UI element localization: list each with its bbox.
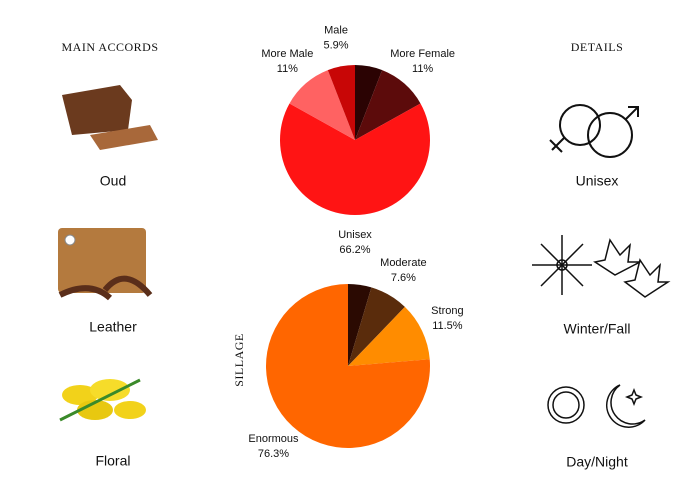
detail-label: Unisex [576,173,619,189]
pie-slice [348,287,405,366]
leather-image [58,228,153,301]
accord-label: Leather [89,319,137,335]
detail-label: Winter/Fall [564,321,631,337]
pie-slice [327,65,355,140]
pie-slice [289,70,355,140]
pie-slice [348,306,430,366]
gender-icon [549,104,639,158]
floral-image [59,378,146,422]
daynight-icon [547,384,646,428]
slice-label: Unisex [338,229,372,241]
season-icon [532,235,671,298]
slice-value: 66.2% [339,244,370,256]
pie-title: SILLAGE [232,333,246,387]
slice-label: Enormous [248,433,299,445]
slice-label: Moderate [380,257,426,269]
slice-label: Male [324,25,348,37]
detail-label: Day/Night [566,454,628,470]
slice-label: More Male [261,48,313,60]
slice-value: 11% [412,63,433,75]
accord-label: Oud [100,173,126,189]
slice-value: 11.5% [432,320,463,332]
slice-label: Strong [431,305,463,317]
slice-value: 5.9% [323,40,348,52]
details-title: DETAILS [571,40,624,54]
slice-value: 7.6% [391,272,416,284]
pie-slice [355,70,421,140]
pie-slice [265,284,430,448]
pie-slice [355,65,383,140]
slice-value: 11% [277,63,298,75]
slice-value: 76.3% [258,448,289,460]
accords-title: MAIN ACCORDS [61,40,158,54]
pie-slice [348,284,372,366]
oud-image [62,85,158,150]
slice-label: More Female [390,48,455,60]
accord-label: Floral [95,453,130,469]
pie-slice [280,103,430,215]
